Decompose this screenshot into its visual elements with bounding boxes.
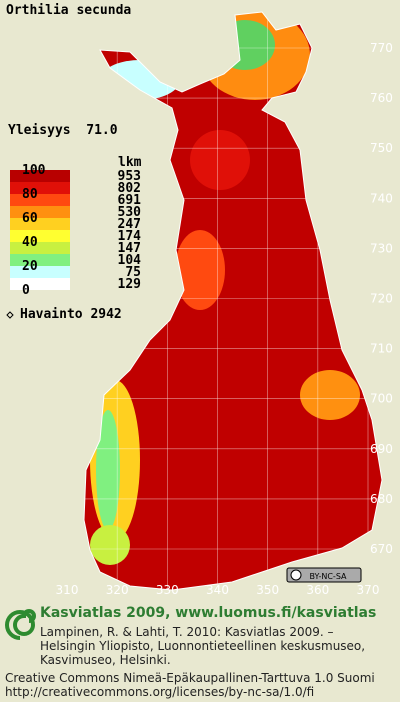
legend-scale-label: 20 <box>22 259 38 274</box>
legend-swatch <box>10 170 70 182</box>
species-title: Orthilia secunda <box>6 3 131 18</box>
y-grid-label: 680 <box>370 492 393 506</box>
legend-scale-label: 0 <box>22 283 30 298</box>
map-region <box>190 130 250 190</box>
y-grid-label: 720 <box>370 292 393 306</box>
y-grid-label: 760 <box>370 91 393 105</box>
x-grid-label: 350 <box>256 583 279 597</box>
footer-heading: Kasviatlas 2009, www.luomus.fi/kasviatla… <box>40 605 376 621</box>
count-header: lkm <box>118 155 142 170</box>
legend-scale-label: 60 <box>22 211 38 226</box>
legend-count: 691 <box>118 193 142 208</box>
y-grid-label: 710 <box>370 342 393 356</box>
x-grid-label: 320 <box>106 583 129 597</box>
y-grid-label: 670 <box>370 542 393 556</box>
legend-count: 104 <box>118 253 142 268</box>
map-region <box>90 525 130 565</box>
badge-text: BY-NC-SA <box>309 572 347 581</box>
legend-swatch <box>10 194 70 206</box>
legend-scale-label: 100 <box>22 163 46 178</box>
map-region <box>175 230 225 310</box>
y-grid-label: 740 <box>370 191 393 205</box>
x-grid-label: 340 <box>206 583 229 597</box>
logo-swirl <box>5 609 36 640</box>
legend-swatch <box>10 254 70 266</box>
license-line: Creative Commons Nimeä-Epäkaupallinen-Ta… <box>5 671 375 685</box>
legend-swatch <box>10 230 70 242</box>
legend-scale-label: 40 <box>22 235 38 250</box>
legend-scale-label: 80 <box>22 187 38 202</box>
legend-count: 953 <box>118 169 141 184</box>
license-line: http://creativecommons.org/licenses/by-n… <box>5 685 314 699</box>
legend-count: 75 <box>125 265 141 280</box>
observation-symbol <box>6 311 14 319</box>
frequency: Yleisyys 71.0 <box>8 123 118 138</box>
legend-swatch <box>10 278 70 290</box>
legend-count: 530 <box>118 205 142 220</box>
cc-badge: BY-NC-SA <box>286 567 362 583</box>
y-grid-label: 770 <box>370 41 393 55</box>
legend-count: 174 <box>118 229 142 244</box>
x-grid-label: 360 <box>306 583 329 597</box>
y-grid-label: 700 <box>370 392 393 406</box>
badge-box <box>286 567 362 583</box>
citation-line: Lampinen, R. & Lahti, T. 2010: Kasviatla… <box>40 625 334 639</box>
y-grid-label: 750 <box>370 141 393 155</box>
legend-swatch <box>10 206 70 218</box>
map-region <box>96 410 120 530</box>
citation-line: Helsingin Yliopisto, Luonnontieteellinen… <box>40 639 365 653</box>
logo <box>5 609 36 640</box>
map-region <box>300 370 360 420</box>
legend-swatch <box>10 218 70 230</box>
x-grid-label: 370 <box>357 583 380 597</box>
legend-swatch <box>10 182 70 194</box>
x-grid-label: 310 <box>56 583 79 597</box>
legend-count: 129 <box>118 277 141 292</box>
legend-count: 247 <box>118 217 141 232</box>
badge-icon <box>290 569 302 581</box>
legend-count: 147 <box>118 241 141 256</box>
observations: Havainto 2942 <box>20 307 122 322</box>
citation-line: Kasvimuseo, Helsinki. <box>40 653 171 667</box>
legend-swatch <box>10 242 70 254</box>
legend-count: 802 <box>118 181 141 196</box>
x-grid-label: 330 <box>156 583 179 597</box>
y-grid-label: 730 <box>370 241 393 255</box>
y-grid-label: 690 <box>370 442 393 456</box>
legend-swatch <box>10 266 70 278</box>
